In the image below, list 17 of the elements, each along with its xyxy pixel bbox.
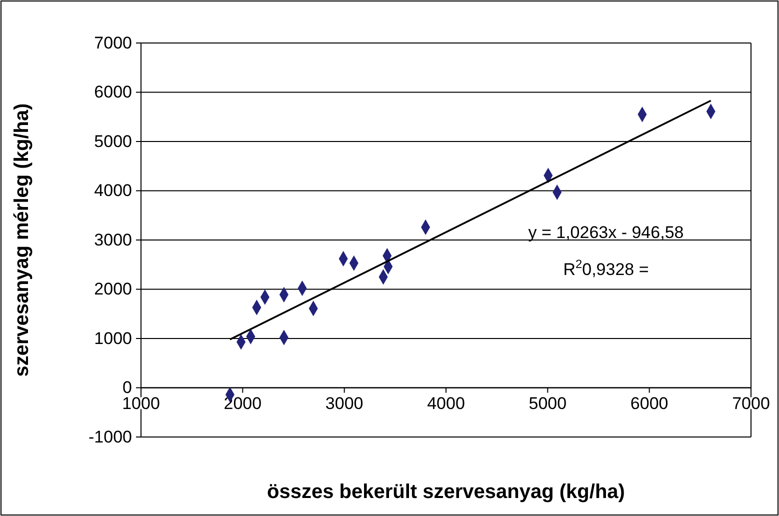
- y-tick-label: 5000: [94, 132, 132, 151]
- x-tick-label: 5000: [528, 394, 567, 413]
- y-tick-label: 6000: [94, 82, 132, 102]
- y-tick-label: 1000: [94, 328, 132, 348]
- x-tick-label: 6000: [630, 394, 668, 413]
- annotation: R$^{2}$0,9328 =: [563, 257, 649, 279]
- y-tick-label: 7000: [94, 33, 132, 52]
- y-tick-label: -1000: [88, 427, 132, 446]
- x-tick-label: 4000: [427, 394, 465, 413]
- y-tick-label: 0: [122, 378, 132, 398]
- y-tick-label: 2000: [94, 280, 132, 299]
- y-axis-title: szervesanyag mérleg (kg/ha): [11, 103, 33, 377]
- x-tick-label: 3000: [325, 394, 364, 413]
- x-tick-label: 2000: [224, 394, 262, 413]
- x-axis-title: összes bekerült szervesanyag (kg/ha): [267, 481, 625, 503]
- y-tick-label: 3000: [94, 230, 132, 250]
- y-tick-label: 4000: [94, 181, 132, 200]
